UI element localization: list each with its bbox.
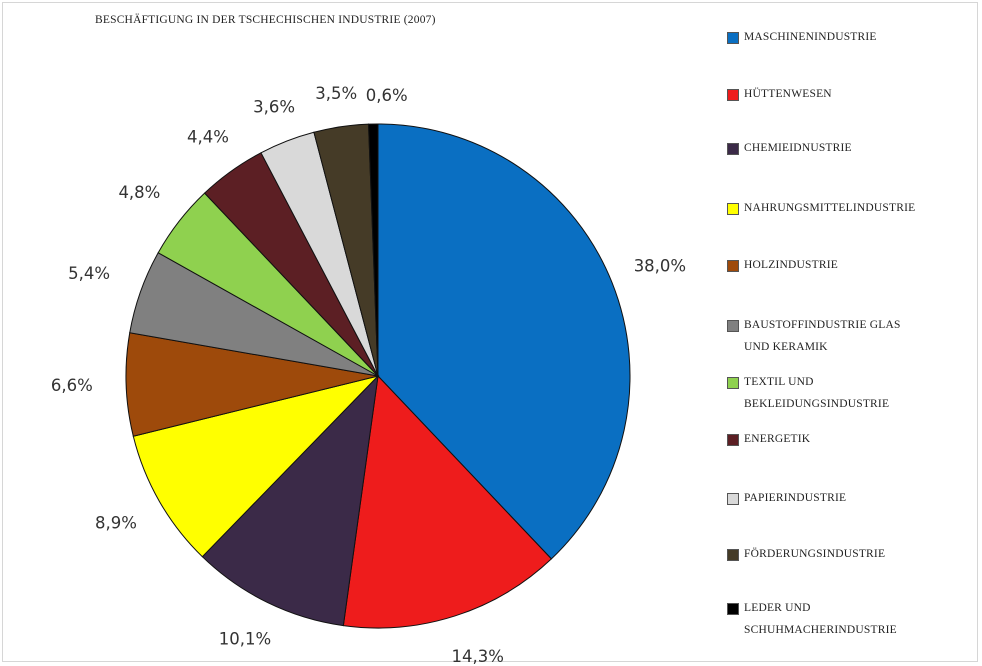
slice-label-3: 10,1% <box>219 629 271 648</box>
slice-label-11: 0,6% <box>366 86 408 105</box>
pie-labels: 38,0% 14,3% 10,1% 8,9% 6,6% 5,4% 4,8% 4,4% 3,6% 3… <box>51 84 686 666</box>
pie-slice-4 <box>132 375 380 558</box>
pie-slice-11 <box>368 123 379 377</box>
pie-slice-1 <box>377 123 631 560</box>
pie-slices <box>125 123 631 629</box>
pie-slice-3 <box>201 374 379 627</box>
slice-label-2: 14,3% <box>451 647 503 666</box>
slice-label-7: 4,8% <box>118 183 160 202</box>
slice-label-6: 5,4% <box>68 264 110 283</box>
pie-slice-2 <box>342 374 553 629</box>
slice-label-4: 8,9% <box>95 513 137 532</box>
slice-label-10: 3,5% <box>315 84 357 103</box>
slice-label-8: 4,4% <box>187 128 229 147</box>
slice-label-1: 38,0% <box>634 256 686 275</box>
slice-label-5: 6,6% <box>51 376 93 395</box>
slice-label-9: 3,6% <box>253 98 295 117</box>
chart-title: BESCHÄFTIGUNG IN DER TSCHECHISCHEN INDUS… <box>95 14 436 26</box>
